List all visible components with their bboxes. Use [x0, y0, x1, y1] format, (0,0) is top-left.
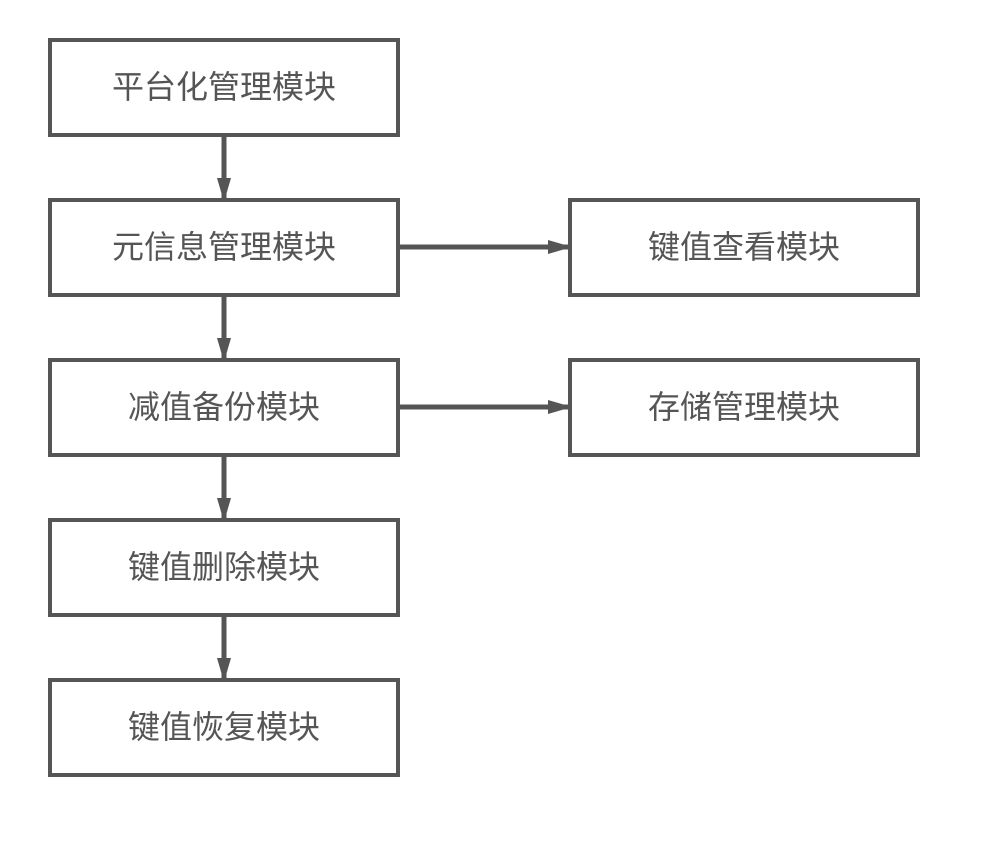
flow-node-label: 存储管理模块	[648, 389, 840, 425]
flow-node-n6: 键值删除模块	[50, 520, 398, 615]
flow-node-n1: 平台化管理模块	[50, 40, 398, 135]
flow-node-n5: 存储管理模块	[570, 360, 918, 455]
flow-node-label: 键值恢复模块	[128, 709, 320, 745]
flowchart-canvas: 平台化管理模块元信息管理模块 键值查看模块减值备份模块 存储管理模块键值删除模块键值…	[0, 0, 1000, 845]
flow-node-label: 平台化管理模块	[112, 69, 336, 105]
flow-node-label: 键值查看模块	[648, 229, 840, 265]
flow-node-n7: 键值恢复模块	[50, 680, 398, 775]
flow-node-label: 减值备份模块	[128, 389, 320, 425]
flow-node-label: 键值删除模块	[128, 549, 320, 585]
flow-node-n3: 键值查看模块	[570, 200, 918, 295]
flow-node-n2: 元信息管理模块	[50, 200, 398, 295]
flow-node-label: 元信息管理模块	[112, 229, 336, 265]
flow-node-n4: 减值备份模块	[50, 360, 398, 455]
